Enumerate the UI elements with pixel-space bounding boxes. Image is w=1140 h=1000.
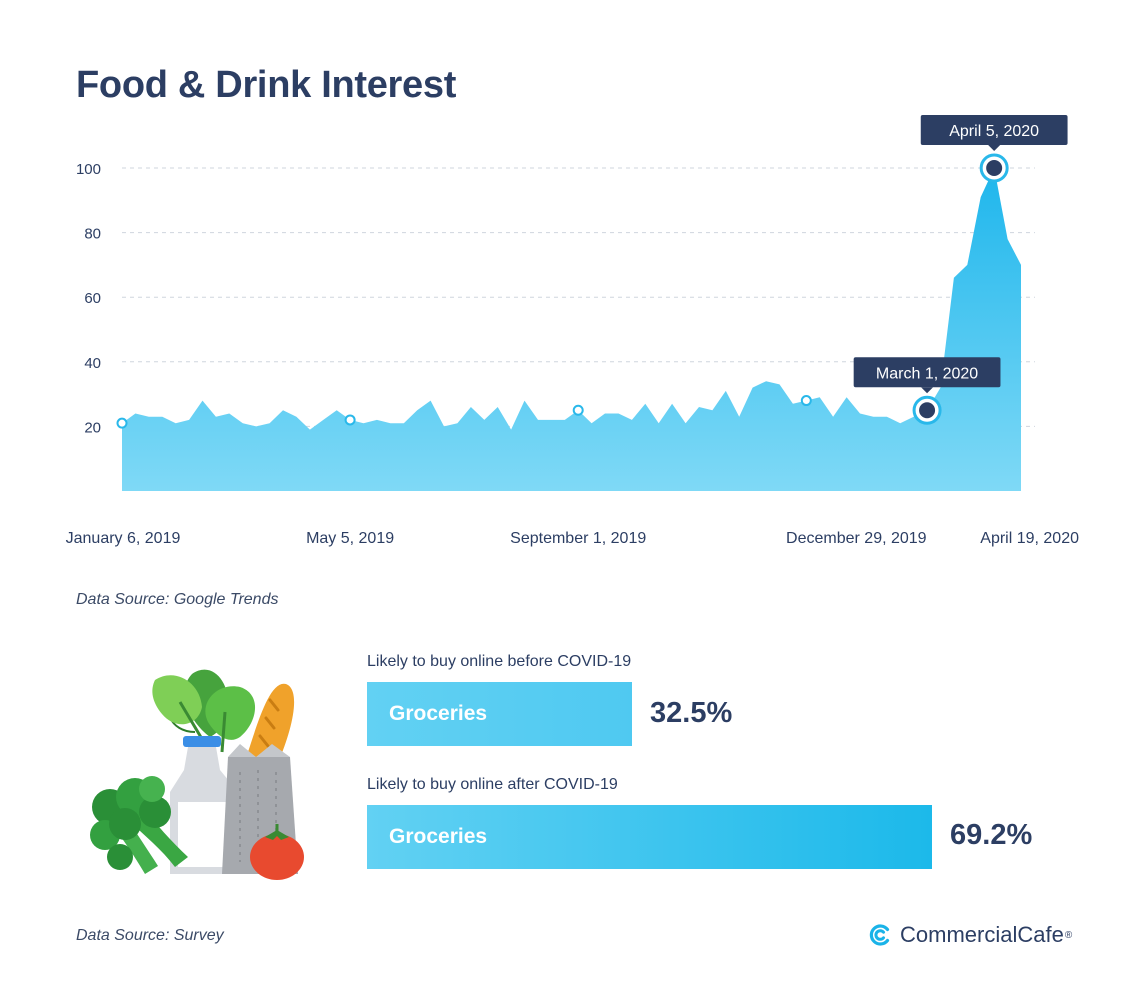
survey-bar-label: Groceries	[389, 825, 488, 848]
survey-caption-before: Likely to buy online before COVID-19	[367, 653, 632, 670]
leaf-icon	[152, 675, 202, 725]
y-tick-label: 20	[84, 419, 101, 436]
y-tick-label: 100	[76, 161, 101, 178]
data-point-marker	[116, 417, 128, 429]
data-point-marker	[344, 414, 356, 426]
survey-caption-after: Likely to buy online after COVID-19	[367, 776, 618, 793]
survey-value-before: 32.5%	[650, 697, 733, 729]
highlight-point	[919, 402, 936, 419]
chart-title: Food & Drink Interest	[76, 64, 457, 106]
annotation-label: April 5, 2020	[949, 123, 1039, 140]
y-tick-label: 80	[84, 226, 101, 243]
leaf-icon	[205, 686, 256, 740]
survey-bar-after: Groceries	[367, 805, 932, 869]
x-tick-label: May 5, 2019	[306, 530, 394, 547]
survey-value-after: 69.2%	[950, 819, 1033, 851]
y-tick-label: 60	[84, 290, 101, 307]
survey-source-note: Data Source: Survey	[76, 927, 224, 944]
highlight-point	[986, 160, 1003, 176]
x-tick-label: September 1, 2019	[510, 530, 646, 547]
annotation-callout: April 5, 2020	[920, 115, 1068, 183]
y-tick-label: 40	[84, 355, 101, 372]
x-tick-label: December 29, 2019	[786, 530, 927, 547]
brand-logo: CommercialCafe ®	[868, 922, 1072, 948]
brand-name: CommercialCafe	[900, 922, 1064, 947]
groceries-bag-icon	[90, 669, 304, 880]
brand-registered-mark: ®	[1064, 929, 1073, 941]
area-chart: 20 40 60 80 100 January 6, 2019 May 5, 2019 Sep…	[66, 115, 1079, 547]
data-point-marker	[800, 395, 812, 407]
x-tick-label: April 19, 2020	[980, 530, 1079, 547]
survey-bar-label: Groceries	[389, 702, 488, 725]
data-point-marker	[572, 404, 584, 416]
chart-source-note: Data Source: Google Trends	[76, 591, 279, 608]
survey-bar-before: Groceries	[367, 682, 632, 746]
annotation-callout: March 1, 2020	[853, 357, 1001, 425]
x-tick-label: January 6, 2019	[66, 530, 181, 547]
commercialcafe-logo-icon	[869, 924, 890, 946]
annotation-label: March 1, 2020	[876, 365, 978, 382]
area-series	[122, 168, 1021, 491]
